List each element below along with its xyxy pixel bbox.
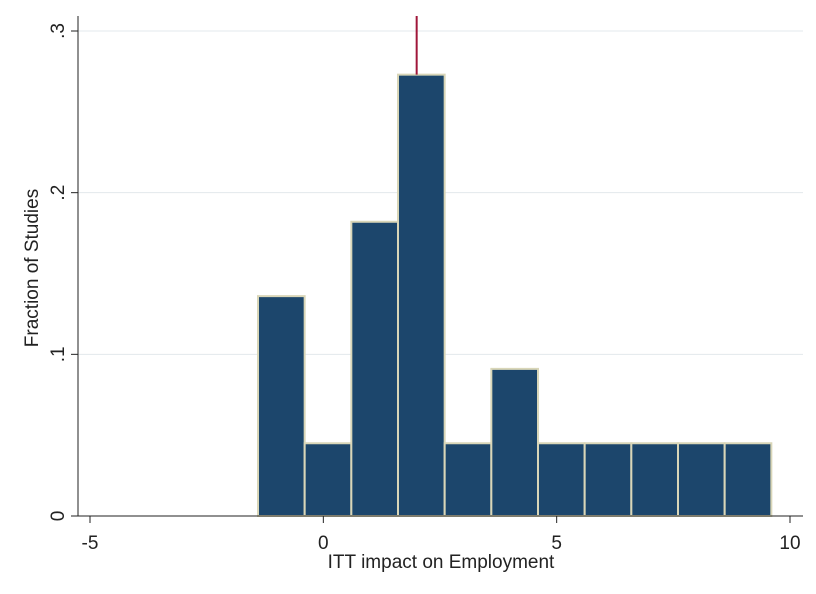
histogram-bar-3 [397, 73, 446, 518]
histogram-bar-5 [490, 367, 540, 517]
x-axis: -5 0 5 10 [78, 515, 803, 554]
y-tick-label-1: .1 [48, 346, 69, 362]
y-tick-label-2: .2 [48, 185, 69, 201]
bars [257, 73, 773, 518]
y-axis-title: Fraction of Studies [22, 189, 43, 347]
histogram-bar-9 [677, 442, 726, 517]
histogram-bar-0 [257, 295, 306, 517]
y-tick-label-0: 0 [48, 511, 69, 522]
x-tick-label-2: 5 [551, 533, 562, 554]
histogram-bar-2 [350, 220, 400, 517]
x-tick-label-1: 0 [318, 533, 329, 554]
histogram-bar-8 [630, 442, 679, 517]
x-tick-label-0: -5 [82, 533, 99, 554]
histogram-bar-4 [443, 442, 493, 517]
y-tick-label-3: .3 [48, 23, 69, 39]
x-tick-label-3: 10 [779, 533, 800, 554]
histogram-bar-6 [537, 442, 586, 517]
x-axis-title: ITT impact on Employment [328, 552, 555, 573]
y-axis: 0 .1 .2 .3 [48, 16, 79, 522]
histogram-bar-7 [583, 442, 633, 517]
histogram-bar-1 [303, 442, 353, 517]
histogram-bar-10 [723, 442, 773, 517]
